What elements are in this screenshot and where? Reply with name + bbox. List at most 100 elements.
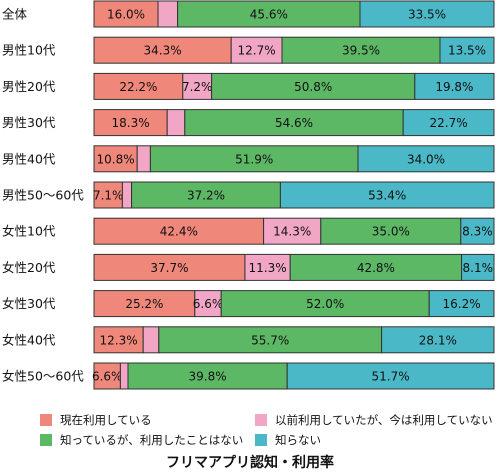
legend: 現在利用している 以前利用していたが、今は利用していない知っているが、利用したこと… (40, 412, 500, 452)
category-label: 全体 (2, 7, 28, 22)
data-label: 53.4% (368, 189, 406, 203)
legend-item: 以前利用していたが、今は利用していない (255, 412, 493, 428)
bar-segment (158, 326, 383, 354)
data-label: 42.4% (160, 225, 198, 239)
data-label: 7.2% (182, 80, 213, 94)
data-label: 51.9% (235, 152, 273, 166)
data-label: 8.3% (462, 225, 493, 239)
bar-segment (149, 145, 359, 173)
bar-segment (184, 109, 404, 137)
data-label: 7.1% (93, 189, 124, 203)
data-label: 12.7% (238, 44, 276, 58)
bar-segment (93, 0, 159, 28)
data-label: 50.8% (294, 80, 332, 94)
data-label: 37.7% (150, 261, 188, 275)
legend-item: 現在利用している (40, 412, 152, 428)
bar-segment (211, 72, 416, 100)
legend-swatch (255, 414, 267, 426)
bar-segment (320, 217, 462, 245)
category-label: 女性50〜60代 (2, 369, 84, 384)
data-label: 16.0% (107, 8, 145, 22)
category-label: 男性20代 (2, 79, 56, 94)
data-label: 39.8% (189, 370, 227, 384)
bar-segment (93, 109, 168, 137)
category-label: 女性30代 (2, 296, 56, 311)
category-label: 女性20代 (2, 260, 56, 275)
data-label: 37.2% (187, 189, 225, 203)
bar-segment (131, 181, 281, 209)
bar-segment (439, 36, 495, 64)
bar-segment (263, 217, 322, 245)
bar-segment (414, 72, 495, 100)
data-label: 11.3% (249, 261, 287, 275)
data-label: 52.0% (306, 297, 344, 311)
bar-segment (177, 0, 361, 28)
data-label: 19.8% (435, 80, 473, 94)
data-label: 55.7% (251, 333, 289, 347)
legend-swatch (40, 434, 52, 446)
bar-segment (93, 290, 196, 318)
category-label: 女性10代 (2, 224, 56, 239)
category-label: 男性10代 (2, 43, 56, 58)
data-label: 51.7% (372, 370, 410, 384)
bar-segment (166, 109, 186, 137)
data-label: 16.2% (443, 297, 481, 311)
category-label: 女性40代 (2, 332, 56, 347)
bar-segment (402, 109, 495, 137)
data-label: 14.3% (273, 225, 311, 239)
legend-item: 知っているが、利用したことはない (40, 432, 243, 448)
bar-segment (281, 36, 441, 64)
bar-segment (461, 253, 495, 281)
legend-label: 現在利用している (60, 413, 152, 427)
bar-segment (286, 362, 495, 390)
bar-segment (359, 0, 495, 28)
bar-segment (93, 217, 265, 245)
legend-swatch (40, 414, 52, 426)
data-label: 6.6% (193, 297, 224, 311)
bar-segment (93, 362, 121, 390)
category-label: 男性50〜60代 (2, 188, 84, 203)
data-label: 28.1% (419, 333, 457, 347)
data-label: 45.6% (250, 8, 288, 22)
legend-item: 知らない (255, 432, 321, 448)
bar-segment (357, 145, 495, 173)
data-label: 42.8% (357, 261, 395, 275)
legend-label: 以前利用していたが、今は利用していない (275, 413, 493, 427)
bar-segment (381, 326, 495, 354)
data-label: 33.5% (408, 8, 446, 22)
bar-segment (93, 72, 184, 100)
data-label: 8.1% (463, 261, 494, 275)
chart-title: フリマアプリ認知・利用率 (166, 455, 334, 471)
data-label: 35.0% (372, 225, 410, 239)
data-label: 25.2% (125, 297, 163, 311)
data-label: 22.2% (119, 80, 157, 94)
stacked-bar-chart: 全体 16.0% 45.6% 33.5% 男性10代 34.3% 12.7% 39.5% 13.… (2, 0, 495, 390)
bar-segment (220, 290, 430, 318)
data-label: 54.6% (275, 116, 313, 130)
data-label: 34.0% (407, 152, 445, 166)
bar-segment (279, 181, 495, 209)
bar-segment (460, 217, 495, 245)
bar-segment (157, 0, 179, 28)
data-label: 39.5% (342, 44, 380, 58)
bar-segment (121, 181, 133, 209)
bar-segment (136, 145, 151, 173)
category-label: 男性40代 (2, 151, 56, 166)
bar-segment (93, 253, 246, 281)
data-label: 18.3% (112, 116, 150, 130)
bar-segment (428, 290, 495, 318)
bar-segment (230, 36, 283, 64)
bar-segment (289, 253, 463, 281)
legend-label: 知らない (275, 433, 321, 447)
category-label: 男性30代 (2, 115, 56, 130)
data-label: 13.5% (448, 44, 486, 58)
data-label: 10.8% (97, 152, 135, 166)
data-label: 12.3% (100, 333, 138, 347)
bar-segment (182, 72, 213, 100)
bar-segment (127, 362, 288, 390)
data-label: 22.7% (430, 116, 468, 130)
bar-segment (119, 362, 129, 390)
legend-swatch (255, 434, 267, 446)
data-label: 34.3% (144, 44, 182, 58)
data-label: 6.6% (92, 370, 123, 384)
